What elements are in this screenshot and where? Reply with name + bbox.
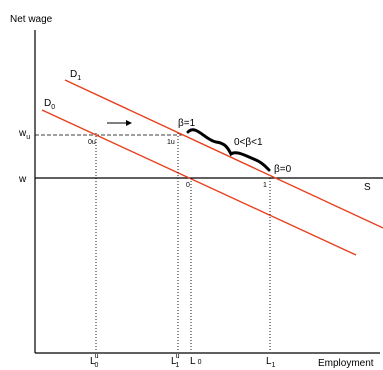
tick-l0u: Lu 0 xyxy=(90,353,99,369)
demand-curve-d1 xyxy=(64,79,383,229)
x-axis-label: Employment xyxy=(318,358,374,369)
tick-l1: L1 xyxy=(266,356,276,369)
point-0-label: 0 xyxy=(186,182,190,189)
point-1-label: 1 xyxy=(263,182,267,189)
d0-label: D0 xyxy=(44,98,55,111)
beta-range-brace xyxy=(186,128,271,172)
point-1u-label: 1u xyxy=(167,139,175,146)
demand-curve-d0 xyxy=(41,109,357,256)
w-label: w xyxy=(18,174,27,185)
supply-label: S xyxy=(364,182,371,193)
tick-l1u: Lu 1 xyxy=(171,353,180,369)
beta-one-label: β=1 xyxy=(178,118,196,129)
point-0u-label: 0u xyxy=(88,139,96,146)
beta-mid-label: 0<β<1 xyxy=(234,137,263,148)
beta-zero-label: β=0 xyxy=(274,164,292,175)
y-axis-label: Net wage xyxy=(10,14,53,25)
wu-label: wu xyxy=(18,128,30,141)
shift-arrow-icon xyxy=(126,120,132,126)
d1-label: D1 xyxy=(70,69,81,82)
